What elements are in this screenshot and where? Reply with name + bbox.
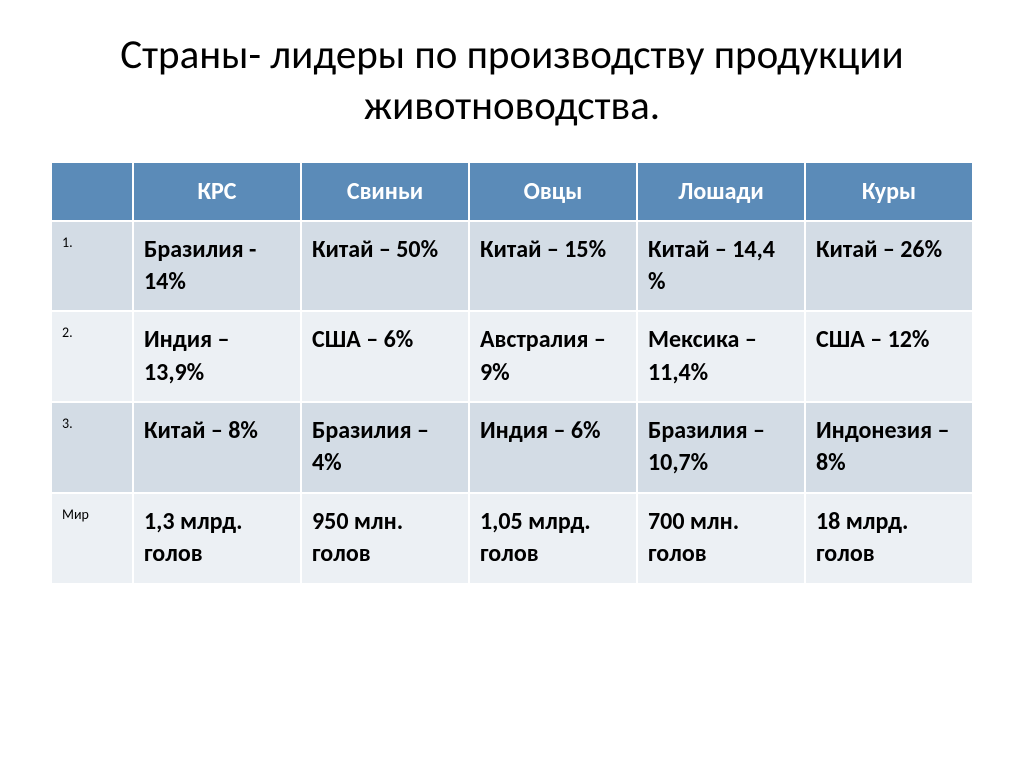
data-cell: 1,3 млрд. голов bbox=[133, 493, 301, 584]
col-header-horses: Лошади bbox=[637, 162, 805, 221]
livestock-table: КРС Свиньи Овцы Лошади Куры 1. Бразилия … bbox=[50, 161, 974, 585]
table-row: Мир 1,3 млрд. голов 950 млн. голов 1,05 … bbox=[51, 493, 973, 584]
data-cell: Австралия – 9% bbox=[469, 311, 637, 402]
data-cell: 1,05 млрд. голов bbox=[469, 493, 637, 584]
data-cell: Китай – 14,4 % bbox=[637, 221, 805, 312]
data-cell: Бразилия - 14% bbox=[133, 221, 301, 312]
data-cell: США – 12% bbox=[805, 311, 973, 402]
data-cell: Китай – 8% bbox=[133, 402, 301, 493]
rank-header bbox=[51, 162, 133, 221]
rank-cell: 3. bbox=[51, 402, 133, 493]
data-cell: 950 млн. голов bbox=[301, 493, 469, 584]
data-cell: Мексика – 11,4% bbox=[637, 311, 805, 402]
data-cell: Индонезия – 8% bbox=[805, 402, 973, 493]
data-cell: 700 млн. голов bbox=[637, 493, 805, 584]
table-header-row: КРС Свиньи Овцы Лошади Куры bbox=[51, 162, 973, 221]
data-cell: Индия – 13,9% bbox=[133, 311, 301, 402]
data-cell: 18 млрд. голов bbox=[805, 493, 973, 584]
col-header-sheep: Овцы bbox=[469, 162, 637, 221]
col-header-krs: КРС bbox=[133, 162, 301, 221]
data-cell: Китай – 15% bbox=[469, 221, 637, 312]
data-cell: США – 6% bbox=[301, 311, 469, 402]
rank-cell: 2. bbox=[51, 311, 133, 402]
data-cell: Бразилия – 4% bbox=[301, 402, 469, 493]
table-row: 3. Китай – 8% Бразилия – 4% Индия – 6% Б… bbox=[51, 402, 973, 493]
rank-cell: Мир bbox=[51, 493, 133, 584]
data-cell: Китай – 50% bbox=[301, 221, 469, 312]
data-cell: Бразилия – 10,7% bbox=[637, 402, 805, 493]
slide-title: Страны- лидеры по производству продукции… bbox=[50, 30, 974, 133]
data-cell: Индия – 6% bbox=[469, 402, 637, 493]
col-header-pigs: Свиньи bbox=[301, 162, 469, 221]
table-row: 1. Бразилия - 14% Китай – 50% Китай – 15… bbox=[51, 221, 973, 312]
col-header-chickens: Куры bbox=[805, 162, 973, 221]
data-cell: Китай – 26% bbox=[805, 221, 973, 312]
rank-cell: 1. bbox=[51, 221, 133, 312]
table-row: 2. Индия – 13,9% США – 6% Австралия – 9%… bbox=[51, 311, 973, 402]
